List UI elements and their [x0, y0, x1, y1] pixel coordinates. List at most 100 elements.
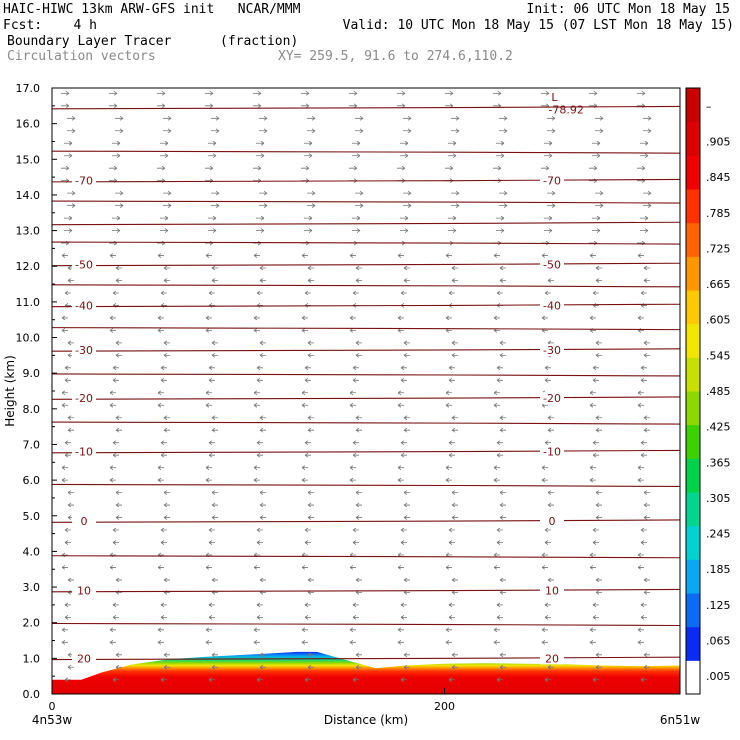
circulation-vector — [592, 140, 601, 146]
circulation-vector — [544, 377, 551, 383]
circulation-vector — [640, 377, 647, 383]
isotherm-line — [52, 348, 680, 352]
isotherm-label: -40 — [75, 299, 93, 312]
circulation-vector — [493, 552, 500, 558]
circulation-vector — [640, 540, 647, 545]
circulation-vector — [451, 502, 458, 508]
circulation-vector — [493, 402, 500, 408]
circulation-vector — [61, 390, 68, 396]
circulation-vector — [397, 477, 404, 483]
circulation-vector — [640, 153, 649, 159]
circulation-vector — [592, 527, 599, 533]
y-tick-label: 12.0 — [16, 260, 41, 273]
circulation-vector — [547, 128, 556, 134]
circulation-vectors — [61, 91, 652, 683]
circulation-vector — [547, 427, 554, 433]
circulation-vector — [61, 165, 70, 171]
circulation-vector — [307, 278, 314, 283]
isotherm-label-bg — [540, 174, 564, 187]
circulation-vector — [112, 228, 121, 233]
circulation-vector — [160, 377, 167, 383]
circulation-vector — [109, 315, 116, 321]
circulation-vector — [160, 215, 169, 221]
circulation-vector — [403, 427, 410, 433]
circulation-vector — [496, 540, 503, 545]
circulation-vector — [451, 353, 458, 358]
circulation-vector — [67, 502, 74, 508]
circulation-vector — [637, 552, 644, 558]
model-title: HAIC-HIWC 13km ARW-GFS init NCAR/MMM — [3, 2, 301, 17]
circulation-vector — [448, 140, 457, 146]
circulation-vector — [403, 203, 412, 208]
isotherm-label: 20 — [77, 652, 91, 665]
circulation-vector — [115, 203, 124, 208]
circulation-vector — [115, 490, 122, 495]
circulation-vector — [499, 415, 506, 421]
circulation-vector — [352, 527, 359, 533]
isotherm-label: -10 — [543, 446, 561, 459]
circulation-vector — [208, 677, 215, 683]
circulation-vector — [307, 577, 314, 583]
circulation-vector — [595, 502, 602, 508]
circulation-vector — [637, 390, 644, 396]
circulation-vector — [355, 278, 362, 283]
circulation-vector — [211, 190, 220, 196]
y-tick-label: 16.0 — [16, 118, 41, 131]
y-tick-label: 5.0 — [23, 510, 41, 523]
circulation-vector — [451, 427, 458, 433]
circulation-vector — [403, 490, 410, 495]
colorbar-label: .185 — [706, 563, 731, 576]
forecast-value: 4 h — [73, 18, 97, 33]
circulation-vector — [355, 203, 364, 208]
circulation-vector — [304, 153, 313, 159]
circulation-vector — [163, 115, 172, 121]
circulation-vector — [256, 365, 263, 371]
circulation-vector — [355, 664, 362, 670]
isotherm-label: -70 — [75, 175, 93, 188]
circulation-vector — [397, 627, 404, 633]
circulation-vector — [640, 228, 649, 233]
circulation-vector — [352, 290, 359, 296]
isotherm-line — [52, 421, 680, 425]
circulation-vector — [160, 228, 169, 233]
x-left-endpoint-label: 4n53w — [32, 713, 73, 727]
tracer-layer — [52, 651, 680, 694]
circulation-vector — [307, 427, 314, 433]
isotherm-label: -20 — [543, 392, 561, 405]
circulation-vector — [493, 91, 502, 96]
circulation-vector — [163, 340, 170, 346]
circulation-vector — [403, 278, 410, 283]
circulation-vector — [304, 215, 313, 221]
x-axis-title: Distance (km) — [324, 713, 408, 727]
circulation-vector — [403, 415, 410, 421]
circulation-vector — [253, 390, 260, 396]
circulation-vector — [208, 540, 215, 545]
circulation-vector — [493, 627, 500, 633]
circulation-vector — [448, 228, 457, 233]
circulation-vector — [67, 427, 74, 433]
circulation-vector — [352, 215, 361, 221]
circulation-vector — [208, 215, 217, 221]
circulation-vector — [352, 677, 359, 683]
circulation-vector — [304, 377, 311, 383]
circulation-vector — [307, 415, 314, 421]
circulation-vector — [496, 140, 505, 146]
colorbar-swatch — [686, 88, 700, 123]
circulation-vector — [592, 440, 599, 446]
circulation-vector — [400, 140, 409, 146]
circulation-vector — [259, 203, 268, 208]
circulation-vector — [67, 203, 76, 208]
circulation-vector — [256, 228, 265, 233]
circulation-vector — [64, 615, 71, 620]
circulation-vector — [643, 590, 650, 595]
isotherm-label-bg — [72, 258, 96, 271]
circulation-vector — [643, 203, 652, 208]
circulation-vector — [592, 365, 599, 371]
circulation-vector — [592, 615, 599, 620]
circulation-vector — [163, 128, 172, 134]
circulation-vector — [205, 165, 214, 171]
circulation-vector — [499, 278, 506, 283]
circulation-vector — [301, 91, 310, 96]
circulation-vector — [445, 315, 452, 321]
circulation-vector — [109, 565, 116, 570]
